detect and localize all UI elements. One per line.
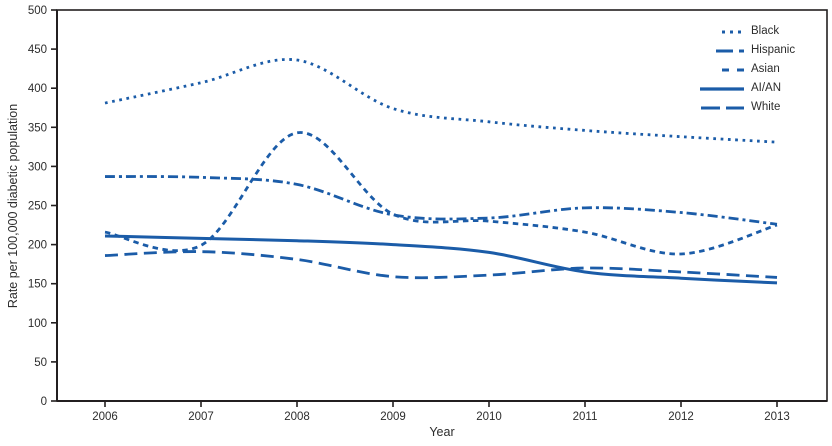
x-tick-label: 2010 [476,411,502,423]
x-tick-label: 2009 [380,411,406,423]
y-tick-label: 250 [28,201,47,213]
series-line-black [104,58,778,144]
legend-key-dash-line [722,68,744,71]
x-tick-label: 2012 [668,411,694,423]
series-line-asian [104,131,778,256]
y-tick-label: 350 [28,122,47,134]
legend-label: Hispanic [751,43,796,56]
legend-item-hispanic: Hispanic [698,41,795,60]
series-line-ai-an [104,234,778,285]
legend-label: AI/AN [751,81,782,94]
x-tick-label: 2006 [92,411,118,423]
legend-key-solid-line [700,86,744,91]
legend-item-white: White [698,98,795,117]
legend-item-aian: AI/AN [698,79,795,98]
y-tick-label: 0 [41,396,47,408]
x-tick-label: 2011 [573,411,598,423]
legend-key-longdash-line [701,106,744,109]
x-axis-title: Year [429,425,455,439]
legend-label: Asian [751,62,780,75]
legend-item-asian: Asian [698,60,795,79]
series-line-hispanic [104,175,778,226]
series-line-white [104,250,778,280]
y-tick-label: 450 [28,44,47,56]
y-axis-title: Rate per 100,000 diabetic population [6,103,20,309]
y-tick-label: 50 [34,357,47,369]
legend: Black Hispanic Asian AI/AN White [698,22,795,117]
y-tick-label: 150 [28,279,47,291]
legend-item-black: Black [698,22,795,41]
legend-label: White [751,100,781,113]
legend-key-dashdot-line [716,49,744,52]
x-tick-label: 2013 [764,411,790,423]
y-tick-label: 500 [28,5,47,17]
x-tick-label: 2008 [284,411,310,423]
legend-label: Black [751,24,780,37]
y-tick-label: 100 [28,318,47,330]
y-tick-label: 300 [28,161,47,173]
x-tick-label: 2007 [188,411,214,423]
y-tick-label: 400 [28,83,47,95]
legend-key-dotted-line [722,30,744,33]
y-tick-label: 200 [28,240,47,252]
